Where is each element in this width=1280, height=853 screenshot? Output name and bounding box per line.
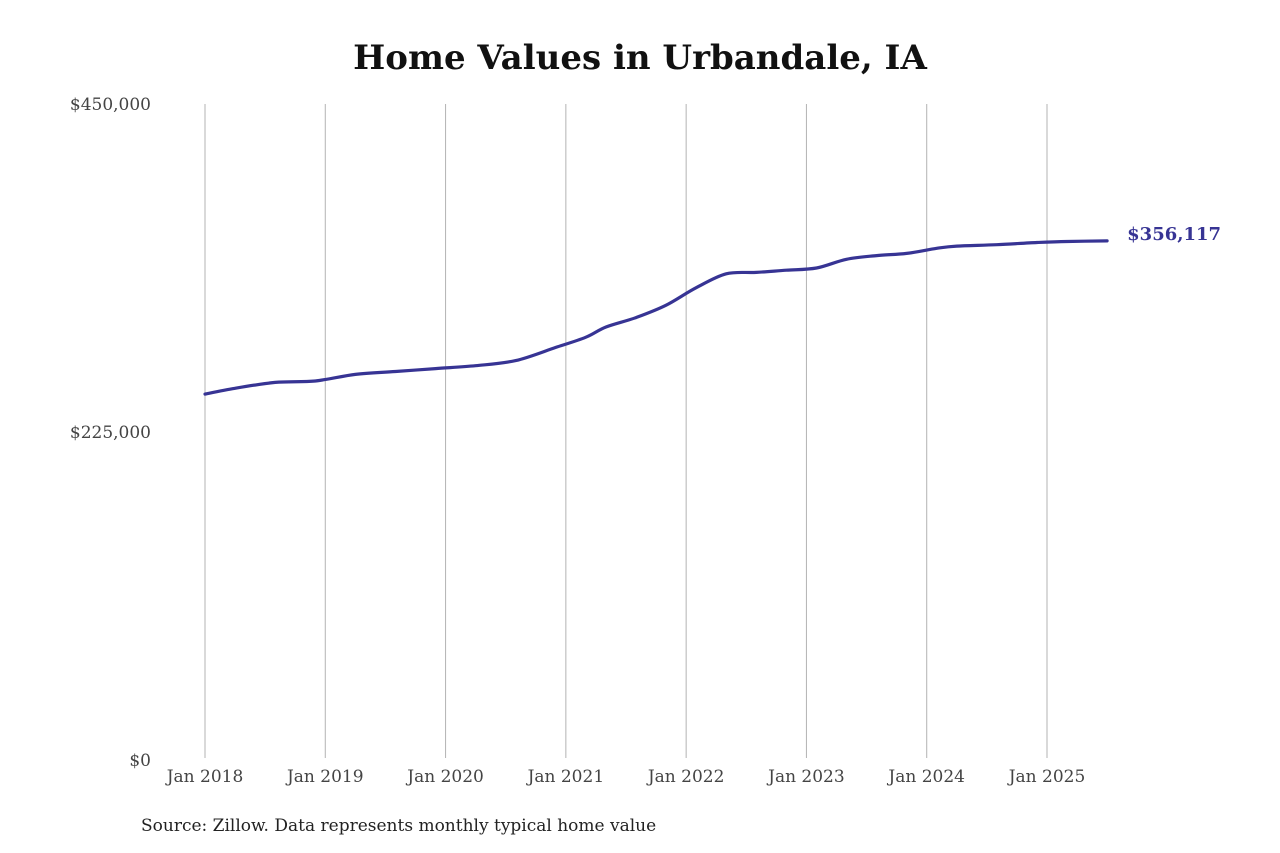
x-tick-label: Jan 2023 — [766, 767, 845, 787]
y-tick-label: $0 — [129, 751, 151, 771]
source-note: Source: Zillow. Data represents monthly … — [141, 816, 657, 836]
x-tick-label: Jan 2021 — [526, 767, 605, 787]
x-tick-label: Jan 2019 — [285, 767, 364, 787]
end-value-label: $356,117 — [1127, 224, 1221, 245]
series-line — [203, 239, 1109, 396]
y-axis: $0 $225,000 $450,000 — [70, 95, 151, 771]
x-axis: Jan 2018 Jan 2019 Jan 2020 Jan 2021 Jan 2022… — [165, 767, 1086, 787]
y-tick-label: $225,000 — [70, 423, 151, 443]
chart-title: Home Values in Urbandale, IA — [353, 38, 927, 78]
series-layer: $356,117 — [203, 224, 1221, 396]
x-tick-label: Jan 2018 — [165, 767, 244, 787]
x-tick-label: Jan 2024 — [886, 767, 965, 787]
x-tick-label: Jan 2022 — [646, 767, 725, 787]
x-tick-label: Jan 2020 — [405, 767, 484, 787]
x-tick-label: Jan 2025 — [1007, 767, 1086, 787]
grid-layer — [204, 104, 1048, 758]
y-tick-label: $450,000 — [70, 95, 151, 115]
